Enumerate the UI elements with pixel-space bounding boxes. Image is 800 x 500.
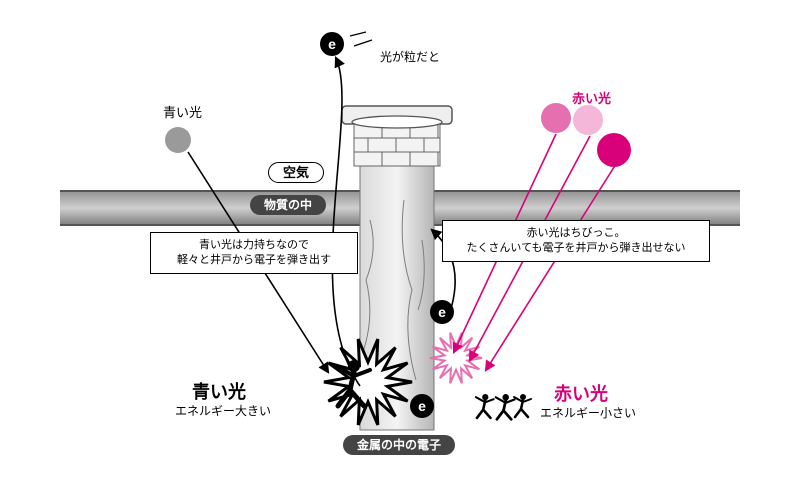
blue-caption-small: エネルギー大きい [175, 402, 271, 419]
figure-weak-0 [476, 394, 494, 418]
red-caption-small: エネルギー小さい [540, 404, 636, 421]
electron-in-well: e [410, 394, 434, 418]
red-caption-big: 赤い光 [554, 380, 608, 406]
electron-ejected: e [320, 32, 344, 56]
blue-photon [165, 127, 191, 153]
red-photon-2 [597, 133, 631, 167]
metal-electrons-label: 金属の中の電子 [343, 436, 455, 454]
electron-trying: e [430, 300, 454, 324]
figure-weak-2 [514, 394, 531, 417]
air-pill: 空気 [268, 162, 324, 183]
figure-weak-1 [496, 394, 515, 419]
red-title: 赤い光 [572, 88, 611, 107]
inside-matter-label: 物質の中 [250, 196, 326, 214]
red-photon-0 [541, 103, 571, 133]
blue-explain-box: 青い光は力持ちなので軽々と井戸から電子を弾き出す [150, 232, 358, 274]
burst-small [430, 333, 482, 384]
metal-e-pill: 金属の中の電子 [343, 435, 455, 455]
blue-title: 青い光 [163, 102, 202, 121]
red-photon-1 [573, 105, 603, 135]
diagram-root: 空気物質の中金属の中の電子光が粒だと青い光赤い光青い光は力持ちなので軽々と井戸か… [0, 0, 800, 500]
red-explain-box: 赤い光はちびっこ。たくさんいても電子を井戸から弾き出せない [442, 220, 710, 262]
matter-pill: 物質の中 [250, 195, 326, 215]
particle-note: 光が粒だと [380, 48, 440, 65]
blue-caption-big: 青い光 [192, 378, 246, 404]
air-label: 空気 [268, 162, 324, 182]
